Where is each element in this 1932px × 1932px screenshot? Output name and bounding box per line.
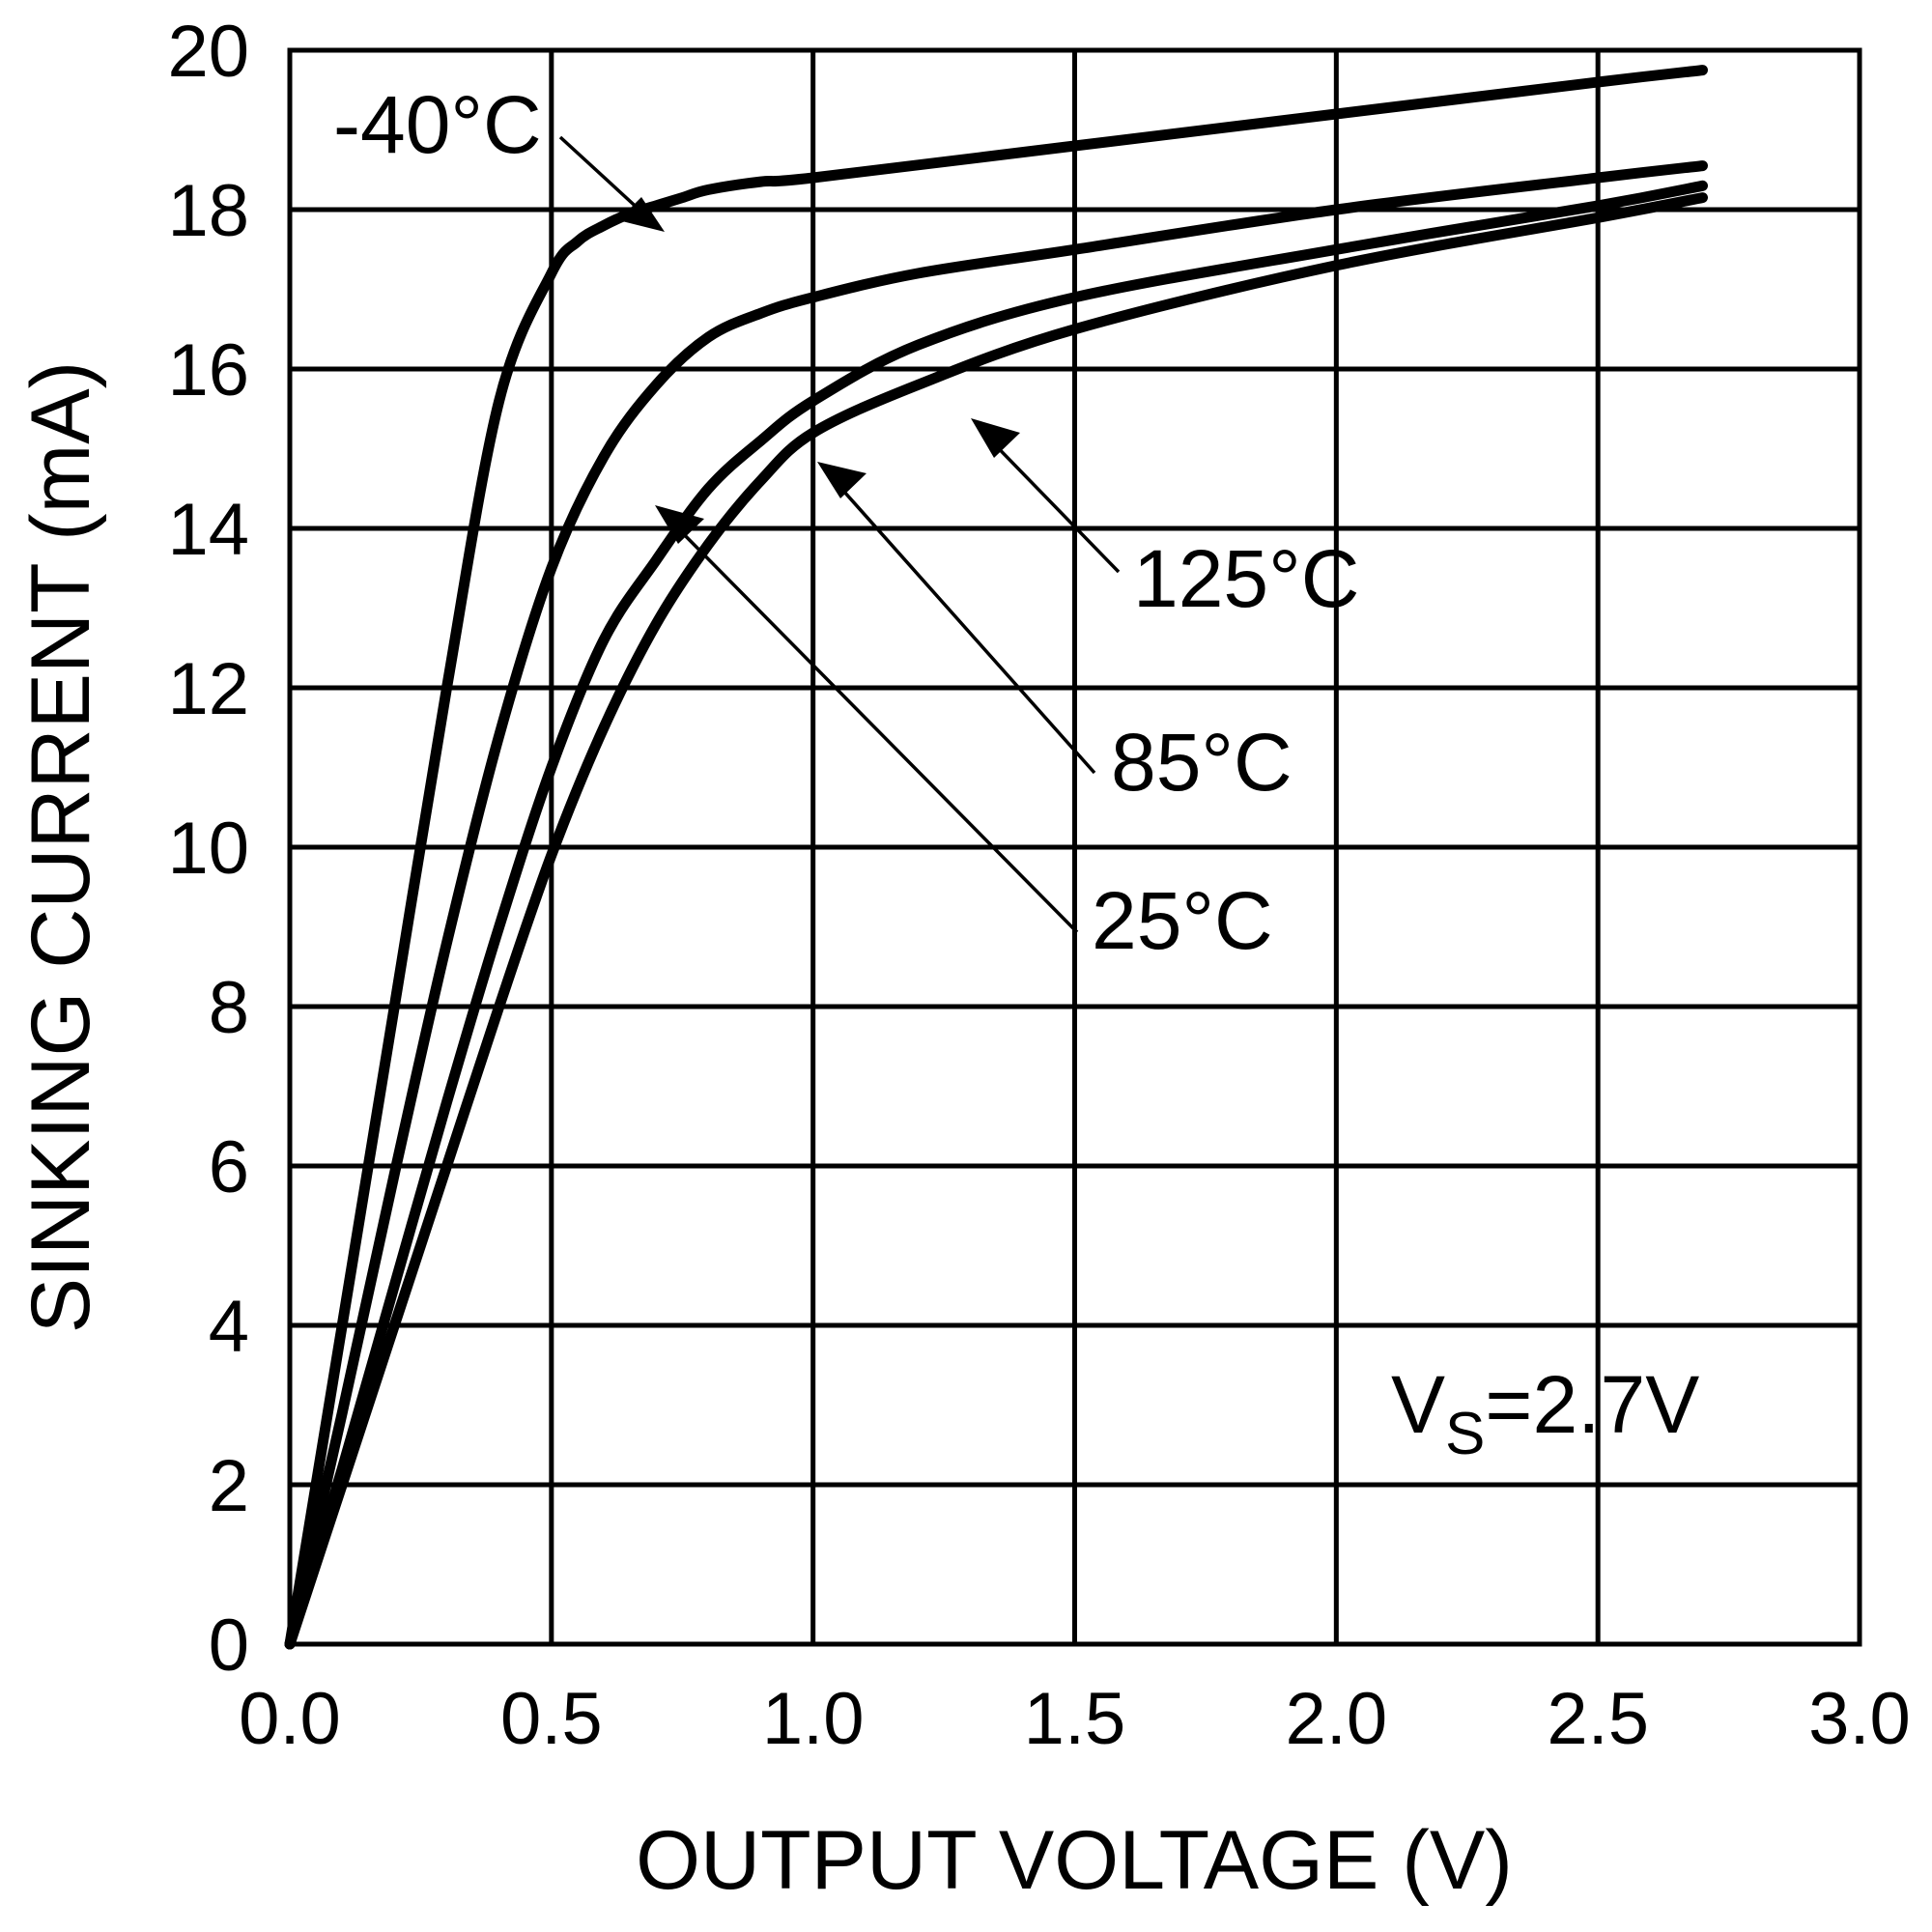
plot-frame	[287, 47, 1862, 1647]
arrow-minus40	[618, 197, 665, 232]
supply-voltage-annotation: VS=2.7V	[1391, 1359, 1699, 1467]
supply-voltage-value: =2.7V	[1485, 1359, 1699, 1450]
callout-85: 85°C	[817, 462, 1293, 808]
callout-minus40: -40°C	[333, 79, 665, 232]
x-tick-label: 0.0	[239, 1678, 341, 1760]
y-tick-label: 0	[209, 1605, 249, 1687]
x-tick-label: 0.5	[500, 1678, 603, 1760]
x-tick-label: 2.0	[1286, 1678, 1388, 1760]
x-tick-label: 2.5	[1547, 1678, 1649, 1760]
x-tick-label: 1.0	[762, 1678, 865, 1760]
series-line-25	[284, 160, 1708, 1650]
y-axis-title: SINKING CURRENT (mA)	[14, 361, 107, 1334]
x-axis-title: OUTPUT VOLTAGE (V)	[636, 1814, 1513, 1907]
arrow-25	[655, 505, 704, 544]
tick-labels: 0.0 0.5 1.0 1.5 2.0 2.5 3.0 0 2 4 6 8 10 12 14 16 18 20	[167, 11, 1910, 1760]
callout-125: 125°C	[971, 418, 1359, 624]
supply-voltage-symbol: V	[1391, 1359, 1445, 1450]
y-tick-label: 14	[167, 489, 249, 571]
arrow-85	[817, 462, 867, 498]
leader-line-25	[665, 515, 1079, 934]
x-tick-label: 1.5	[1024, 1678, 1126, 1760]
series-label-minus40: -40°C	[333, 79, 542, 170]
y-tick-label: 6	[209, 1126, 249, 1208]
y-tick-label: 8	[209, 967, 249, 1049]
x-tick-label: 3.0	[1808, 1678, 1911, 1760]
callout-25: 25°C	[655, 505, 1273, 966]
y-tick-label: 4	[209, 1286, 249, 1368]
y-tick-label: 12	[167, 648, 249, 730]
series-label-85: 85°C	[1111, 717, 1293, 808]
y-tick-label: 20	[167, 11, 249, 93]
y-tick-label: 16	[167, 329, 249, 412]
series-line-85	[284, 180, 1708, 1650]
leader-line-85	[826, 471, 1096, 775]
arrow-125	[971, 418, 1020, 458]
y-tick-label: 2	[209, 1445, 249, 1527]
series-label-25: 25°C	[1092, 875, 1273, 966]
leader-line-125	[979, 428, 1121, 574]
series-line-125	[284, 192, 1708, 1650]
y-tick-label: 10	[167, 808, 249, 890]
supply-voltage-subscript: S	[1445, 1401, 1485, 1467]
y-tick-label: 18	[167, 170, 249, 252]
series-label-125: 125°C	[1133, 533, 1359, 624]
